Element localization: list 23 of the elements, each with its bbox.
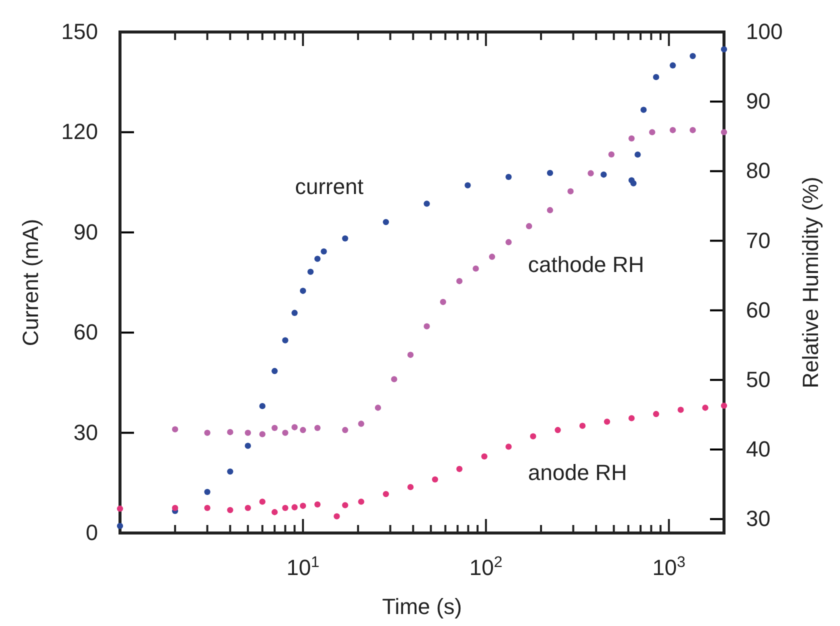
y-tick-label: 150 bbox=[61, 19, 98, 44]
y-tick-label: 0 bbox=[86, 520, 98, 546]
x-tick-label: 10$^{3}$ bbox=[652, 554, 686, 580]
y2-tick-label: 30 bbox=[746, 506, 770, 532]
x-axis-title: Time (s) bbox=[382, 594, 462, 619]
y-axis-title: Current (mA) bbox=[18, 218, 43, 346]
y2-tick-label: 90 bbox=[746, 88, 770, 114]
x-tick-label: 10$^{2}$ bbox=[469, 554, 502, 580]
y2-axis-title: Relative Humidity (%) bbox=[798, 176, 823, 388]
x-tick-label: 10$^{1}$ bbox=[286, 554, 320, 580]
y2-tick-label: 70 bbox=[746, 228, 770, 253]
y-tick-label: 60 bbox=[74, 320, 98, 345]
y2-tick-label: 40 bbox=[746, 436, 770, 462]
y2-tick-label: 50 bbox=[746, 366, 770, 392]
series-label: cathode RH bbox=[528, 252, 644, 277]
y-tick-label: 30 bbox=[74, 420, 98, 445]
series-label: anode RH bbox=[528, 460, 628, 485]
series-label: current bbox=[295, 174, 364, 199]
y2-tick-label: 60 bbox=[746, 297, 770, 322]
y-tick-label: 90 bbox=[74, 219, 98, 244]
y2-tick-label: 100 bbox=[746, 19, 783, 44]
y2-tick-label: 80 bbox=[746, 158, 770, 184]
y-tick-label: 120 bbox=[61, 119, 98, 144]
